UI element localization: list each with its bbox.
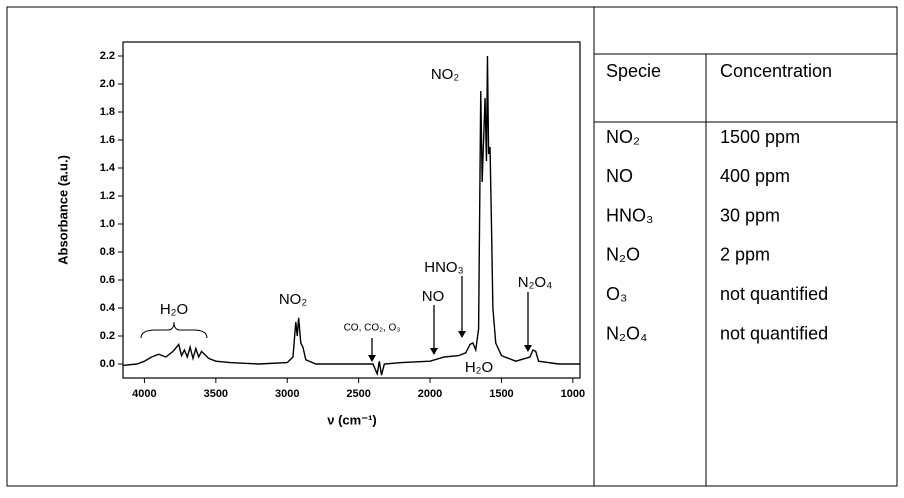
y-tick-label: 0.4 — [100, 302, 116, 314]
table-cell: NO₂ — [606, 127, 640, 147]
y-tick-label: 1.4 — [100, 162, 116, 174]
table-cell: 400 ppm — [720, 166, 790, 186]
table-cell: not quantified — [720, 323, 828, 343]
table-cell: O₃ — [606, 284, 627, 304]
outer-border — [6, 6, 898, 487]
y-tick-label: 2.2 — [100, 50, 115, 62]
table-cell: 30 ppm — [720, 205, 780, 225]
x-axis-label: ν (cm⁻¹) — [327, 412, 376, 427]
arrow-head — [524, 345, 532, 352]
annotation: NO — [422, 288, 445, 305]
y-tick-label: 0.2 — [100, 330, 115, 342]
y-tick-label: 2.0 — [100, 78, 115, 90]
annotation: H₂O — [465, 359, 493, 376]
y-tick-label: 0.6 — [100, 274, 115, 286]
arrow-head — [368, 355, 376, 362]
annotation: H₂O — [160, 301, 188, 318]
plot-frame — [122, 41, 581, 379]
arrow-head — [430, 348, 438, 355]
table-cell: NO — [606, 166, 633, 186]
table-cell: HNO₃ — [606, 205, 653, 225]
x-tick-label: 2500 — [346, 388, 370, 400]
brace — [140, 321, 208, 339]
x-tick-label: 3000 — [275, 388, 299, 400]
table-header: Specie — [606, 61, 661, 81]
arrow-head — [458, 331, 466, 338]
y-tick-label: 0.8 — [100, 246, 115, 258]
annotation: CO, CO₂, O₃ — [344, 323, 401, 334]
x-tick-label: 3500 — [204, 388, 228, 400]
table-header: Concentration — [720, 61, 832, 81]
table-cell: not quantified — [720, 284, 828, 304]
annotation: NO₂ — [431, 66, 460, 83]
table-cell: 1500 ppm — [720, 127, 800, 147]
x-tick-label: 1000 — [561, 388, 585, 400]
y-tick-label: 1.0 — [100, 218, 115, 230]
x-tick-label: 1500 — [489, 388, 513, 400]
y-tick-label: 1.6 — [100, 134, 115, 146]
y-axis-label: Absorbance (a.u.) — [55, 155, 70, 265]
table-cell: N₂O₄ — [606, 323, 647, 343]
spectrum-line — [122, 55, 580, 377]
table-cell: N₂O — [606, 245, 640, 265]
x-tick-label: 2000 — [418, 388, 442, 400]
table-cell: 2 ppm — [720, 245, 770, 265]
annotation: HNO₃ — [424, 259, 463, 276]
y-tick-label: 1.8 — [100, 106, 115, 118]
y-tick-label: 0.0 — [100, 358, 115, 370]
x-tick-label: 4000 — [132, 388, 156, 400]
y-tick-label: 1.2 — [100, 190, 115, 202]
annotation: N₂O₄ — [518, 274, 552, 291]
annotation: NO₂ — [279, 291, 308, 308]
